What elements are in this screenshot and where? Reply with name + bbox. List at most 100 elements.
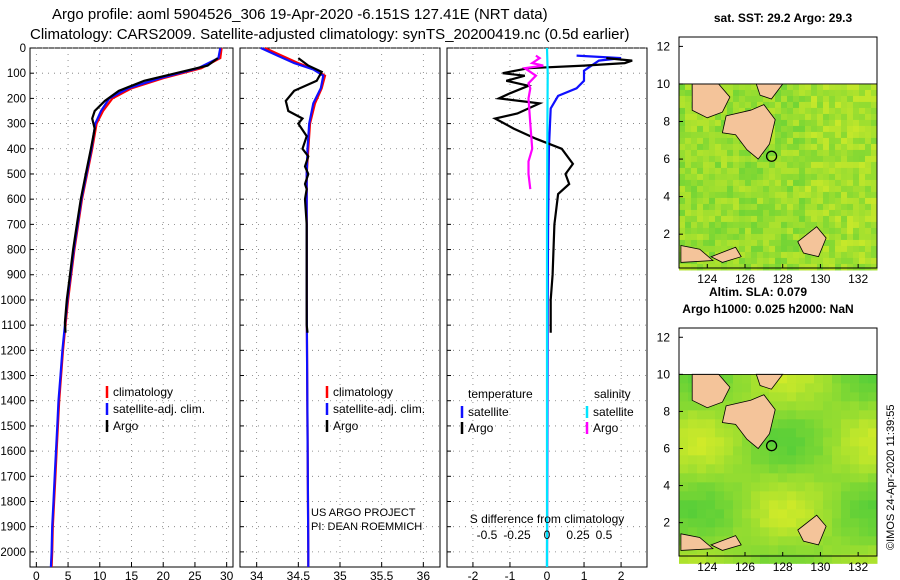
map-cell xyxy=(679,446,689,456)
map-cell xyxy=(853,263,860,271)
salinity-grid xyxy=(240,47,440,567)
series-t-argo xyxy=(491,57,633,333)
map-cell xyxy=(733,137,740,145)
map-cell xyxy=(685,137,692,145)
map-cell xyxy=(787,419,797,429)
map-cell xyxy=(778,419,788,429)
map-cell xyxy=(679,263,686,271)
map-cell xyxy=(715,518,725,528)
map-cell xyxy=(697,464,707,474)
map-cell xyxy=(781,119,788,127)
map-cell xyxy=(823,227,830,235)
map-cell xyxy=(733,107,740,115)
map-cell xyxy=(871,215,878,223)
map-cell xyxy=(763,227,770,235)
map-cell xyxy=(751,536,761,546)
map-cell xyxy=(829,155,836,163)
map-cell xyxy=(685,215,692,223)
map-cell xyxy=(709,125,716,133)
map-cell xyxy=(775,257,782,265)
map-cell xyxy=(829,89,836,97)
map-cell xyxy=(823,536,833,546)
map-cell xyxy=(859,446,869,456)
map-cell xyxy=(847,215,854,223)
map-cell xyxy=(751,227,758,235)
map-cell xyxy=(871,143,878,151)
map-cell xyxy=(760,437,770,447)
map-cell xyxy=(685,239,692,247)
map-cell xyxy=(697,446,707,456)
map-cell xyxy=(817,185,824,193)
map-cell xyxy=(859,131,866,139)
map-cell xyxy=(799,209,806,217)
map-cell xyxy=(859,185,866,193)
y-tick-label: 200 xyxy=(7,93,26,105)
map-cell xyxy=(775,137,782,145)
map-cell xyxy=(703,119,710,127)
map-cell xyxy=(775,89,782,97)
map-x-tick-label: 132 xyxy=(848,272,868,286)
map-cell xyxy=(859,473,869,483)
map-cell xyxy=(778,464,788,474)
map-cell xyxy=(859,491,869,501)
map-cell xyxy=(733,257,740,265)
map-cell xyxy=(859,263,866,271)
map-cell xyxy=(742,554,752,564)
map-cell xyxy=(775,203,782,211)
map-cell xyxy=(724,527,734,537)
map-cell xyxy=(727,209,734,217)
map-cell xyxy=(727,185,734,193)
map-cell xyxy=(832,482,842,492)
map-cell xyxy=(805,179,812,187)
map-cell xyxy=(763,215,770,223)
map-cell xyxy=(793,173,800,181)
map-cell xyxy=(697,482,707,492)
map-cell xyxy=(859,221,866,229)
map-cell xyxy=(805,383,815,393)
map-cell xyxy=(805,155,812,163)
map-cell xyxy=(841,257,848,265)
map-cell xyxy=(829,221,836,229)
map-cell xyxy=(745,191,752,199)
map-y-tick-label: 12 xyxy=(657,39,671,53)
map-cell xyxy=(829,245,836,253)
map-cell xyxy=(841,95,848,103)
map-cell xyxy=(757,215,764,223)
map-cell xyxy=(871,257,878,265)
map-cell xyxy=(799,215,806,223)
map-cell xyxy=(775,215,782,223)
map-cell xyxy=(835,209,842,217)
map-cell xyxy=(853,197,860,205)
map-cell xyxy=(769,203,776,211)
map-cell xyxy=(688,419,698,429)
map-cell xyxy=(727,143,734,151)
map-cell xyxy=(697,500,707,510)
map-cell xyxy=(850,392,860,402)
map-cell xyxy=(799,95,806,103)
map-cell xyxy=(733,179,740,187)
map-cell xyxy=(679,233,686,241)
map-cell xyxy=(811,101,818,109)
map-cell xyxy=(868,518,878,528)
map-cell xyxy=(751,233,758,241)
map-cell xyxy=(841,137,848,145)
map-cell xyxy=(709,131,716,139)
map-cell xyxy=(859,161,866,169)
map-y-tick-label: 6 xyxy=(663,441,670,455)
map-cell xyxy=(829,203,836,211)
map-cell xyxy=(745,161,752,169)
map-cell xyxy=(859,419,869,429)
map-cell xyxy=(685,125,692,133)
map-cell xyxy=(715,161,722,169)
map-cell xyxy=(763,149,770,157)
map-cell xyxy=(697,191,704,199)
map-cell xyxy=(691,131,698,139)
map-cell xyxy=(868,464,878,474)
map-cell xyxy=(775,155,782,163)
map-cell xyxy=(733,374,743,384)
map-cell xyxy=(865,191,872,199)
map-cell xyxy=(685,209,692,217)
map-cell xyxy=(685,95,692,103)
map-cell xyxy=(715,257,722,265)
map-cell xyxy=(805,227,812,235)
